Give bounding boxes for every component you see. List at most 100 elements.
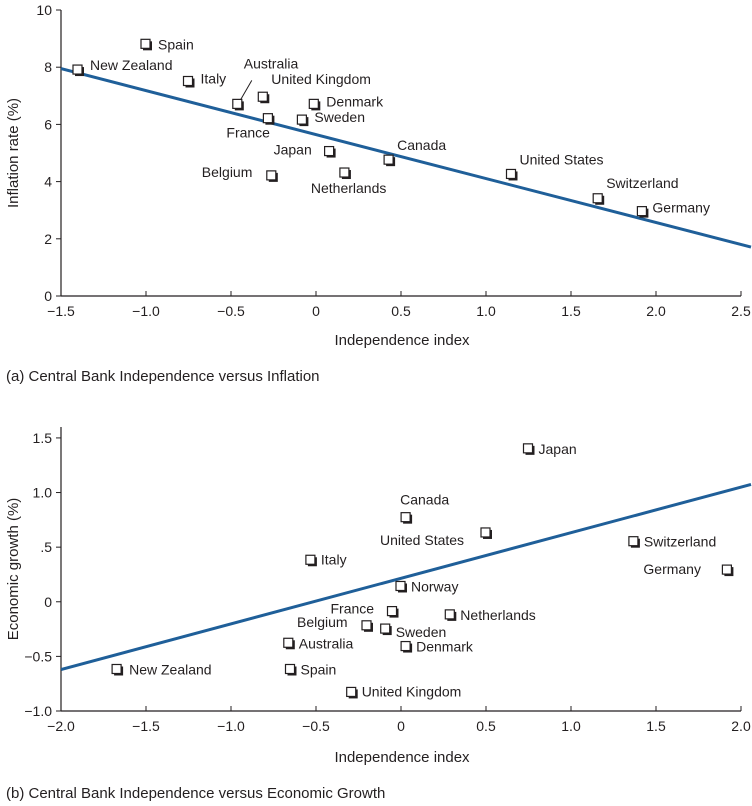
data-point-japan: Japan	[274, 142, 336, 158]
y-tick-label: −0.5	[24, 648, 52, 664]
y-tick-label: 8	[44, 59, 52, 75]
x-tick-label: −2.0	[47, 718, 75, 734]
point-label-united-states: United States	[380, 532, 464, 548]
y-tick-label: −1.0	[24, 703, 52, 719]
marker-square	[400, 512, 411, 523]
point-label-belgium: Belgium	[297, 614, 348, 630]
data-point-australia: Australia	[232, 55, 298, 111]
point-label-new-zealand: New Zealand	[129, 661, 212, 677]
marker-square	[284, 663, 296, 675]
marker-square	[721, 564, 733, 575]
data-point-new-zealand: New Zealand	[72, 57, 173, 77]
x-axis-title: Independence index	[334, 749, 470, 766]
data-point-germany: Germany	[643, 561, 734, 577]
y-tick-label: 0	[44, 288, 52, 304]
point-label-sweden: Sweden	[314, 109, 365, 125]
marker-square	[111, 663, 122, 675]
data-point-germany: Germany	[636, 200, 710, 218]
y-tick-label: 1.0	[33, 485, 53, 501]
data-point-united-states: United States	[380, 527, 492, 548]
x-tick-label: −1.5	[47, 303, 75, 319]
data-point-italy: Italy	[182, 71, 227, 88]
point-label-canada: Canada	[400, 492, 449, 508]
x-tick-label: 0	[312, 303, 320, 319]
point-label-japan: Japan	[274, 142, 312, 158]
marker-square	[346, 686, 357, 698]
point-label-france: France	[226, 125, 270, 141]
y-axis-title: Inflation rate (%)	[5, 98, 22, 208]
x-tick-label: −1.5	[132, 718, 160, 734]
marker-square	[522, 443, 534, 454]
point-label-norway: Norway	[411, 578, 458, 594]
data-point-canada: Canada	[383, 137, 446, 167]
x-tick-label: −0.5	[217, 303, 245, 319]
x-tick-label: 1.5	[561, 303, 581, 319]
marker-square	[232, 98, 243, 109]
y-tick-label: 10	[36, 2, 52, 18]
x-tick-label: 2.0	[646, 303, 666, 319]
point-label-denmark: Denmark	[326, 93, 384, 109]
marker-square	[324, 145, 335, 157]
data-point-denmark: Denmark	[400, 639, 474, 655]
point-label-japan: Japan	[539, 441, 577, 457]
point-label-denmark: Denmark	[416, 639, 474, 655]
data-point-spain: Spain	[140, 36, 194, 52]
data-point-sweden: Sweden	[296, 109, 365, 127]
point-label-germany: Germany	[652, 200, 710, 216]
x-tick-label: 1.0	[476, 303, 496, 319]
x-tick-label: 0.5	[476, 718, 496, 734]
marker-square	[400, 640, 411, 652]
y-tick-label: 1.5	[33, 430, 53, 446]
trend-line	[61, 67, 752, 249]
x-tick-label: −0.5	[302, 718, 330, 734]
marker-square	[262, 113, 273, 124]
marker-square	[296, 114, 307, 125]
point-label-netherlands: Netherlands	[460, 607, 536, 623]
x-tick-label: −1.0	[217, 718, 245, 734]
point-label-netherlands: Netherlands	[311, 180, 387, 196]
x-tick-label: 0.5	[391, 303, 411, 319]
marker-square	[361, 620, 372, 631]
marker-square	[72, 64, 83, 75]
y-tick-label: .5	[40, 539, 52, 555]
marker-square	[339, 167, 350, 178]
point-label-switzerland: Switzerland	[606, 175, 678, 191]
point-label-united-kingdom: United Kingdom	[362, 683, 462, 699]
data-point-france: France	[226, 113, 275, 141]
y-axis-title: Economic growth (%)	[5, 498, 22, 641]
x-axis-title: Independence index	[334, 332, 470, 349]
point-label-spain: Spain	[301, 661, 337, 677]
data-point-united-states: United States	[505, 151, 604, 181]
marker-square	[386, 605, 398, 617]
data-point-united-kingdom: United Kingdom	[346, 683, 462, 699]
point-label-spain: Spain	[158, 36, 194, 52]
marker-square	[628, 536, 639, 547]
chart-panel-a: −1.5 −1.0 −0.5 0 0.5 1.0 1.5 2.0 2.5 0 2 4 6 8 10 Indep…	[5, 2, 752, 349]
marker-square	[383, 154, 394, 165]
data-point-australia: Australia	[283, 635, 353, 651]
data-point-italy: Italy	[305, 551, 347, 567]
trend-line	[61, 482, 752, 671]
data-point-switzerland: Switzerland	[592, 175, 679, 205]
point-label-italy: Italy	[201, 71, 227, 87]
data-point-sweden: Sweden	[380, 623, 446, 640]
marker-square	[636, 206, 648, 217]
data-point-switzerland: Switzerland	[628, 534, 716, 550]
marker-square	[140, 38, 151, 49]
x-tick-label: 1.5	[646, 718, 666, 734]
x-tick-label: 0	[397, 718, 405, 734]
point-label-canada: Canada	[397, 137, 446, 153]
marker-square	[592, 193, 603, 204]
marker-square	[444, 609, 455, 620]
point-label-italy: Italy	[321, 551, 347, 567]
data-point-denmark: Denmark	[308, 93, 384, 111]
marker-square	[308, 98, 319, 109]
x-tick-label: 1.0	[561, 718, 581, 734]
data-point-united-kingdom: United Kingdom	[257, 71, 371, 104]
point-label-germany: Germany	[643, 561, 701, 577]
data-point-belgium: Belgium	[297, 614, 373, 632]
caption-b: (b) Central Bank Independence versus Eco…	[6, 785, 386, 802]
point-label-switzerland: Switzerland	[644, 534, 716, 550]
data-point-spain: Spain	[284, 661, 337, 677]
